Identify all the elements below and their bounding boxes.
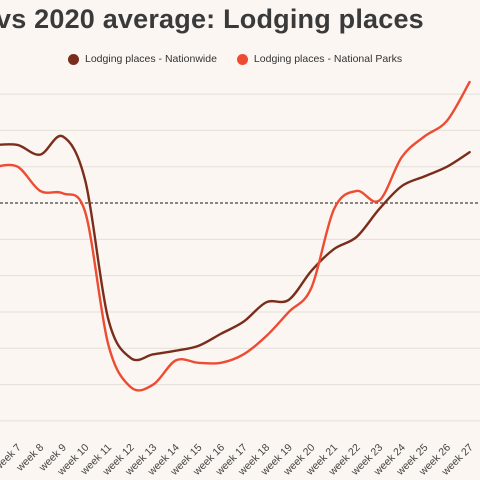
legend-label-national-parks: Lodging places - National Parks <box>253 53 403 65</box>
chart-title: vs 2020 average: Lodging places <box>0 4 424 34</box>
legend-label-nationwide: Lodging places - Nationwide <box>85 53 217 65</box>
legend-item-nationwide[interactable]: Lodging places - Nationwide <box>68 53 217 65</box>
legend-marker-national-parks <box>236 53 248 65</box>
legend-item-national-parks[interactable]: Lodging places - National Parks <box>236 53 403 65</box>
series-line-lodging-places-nationwide[interactable] <box>0 134 471 362</box>
legend-marker-nationwide <box>68 53 79 65</box>
series-line-lodging-places-national-parks[interactable] <box>0 80 471 392</box>
legend: Lodging places - Nationwide Lodging plac… <box>68 53 402 65</box>
